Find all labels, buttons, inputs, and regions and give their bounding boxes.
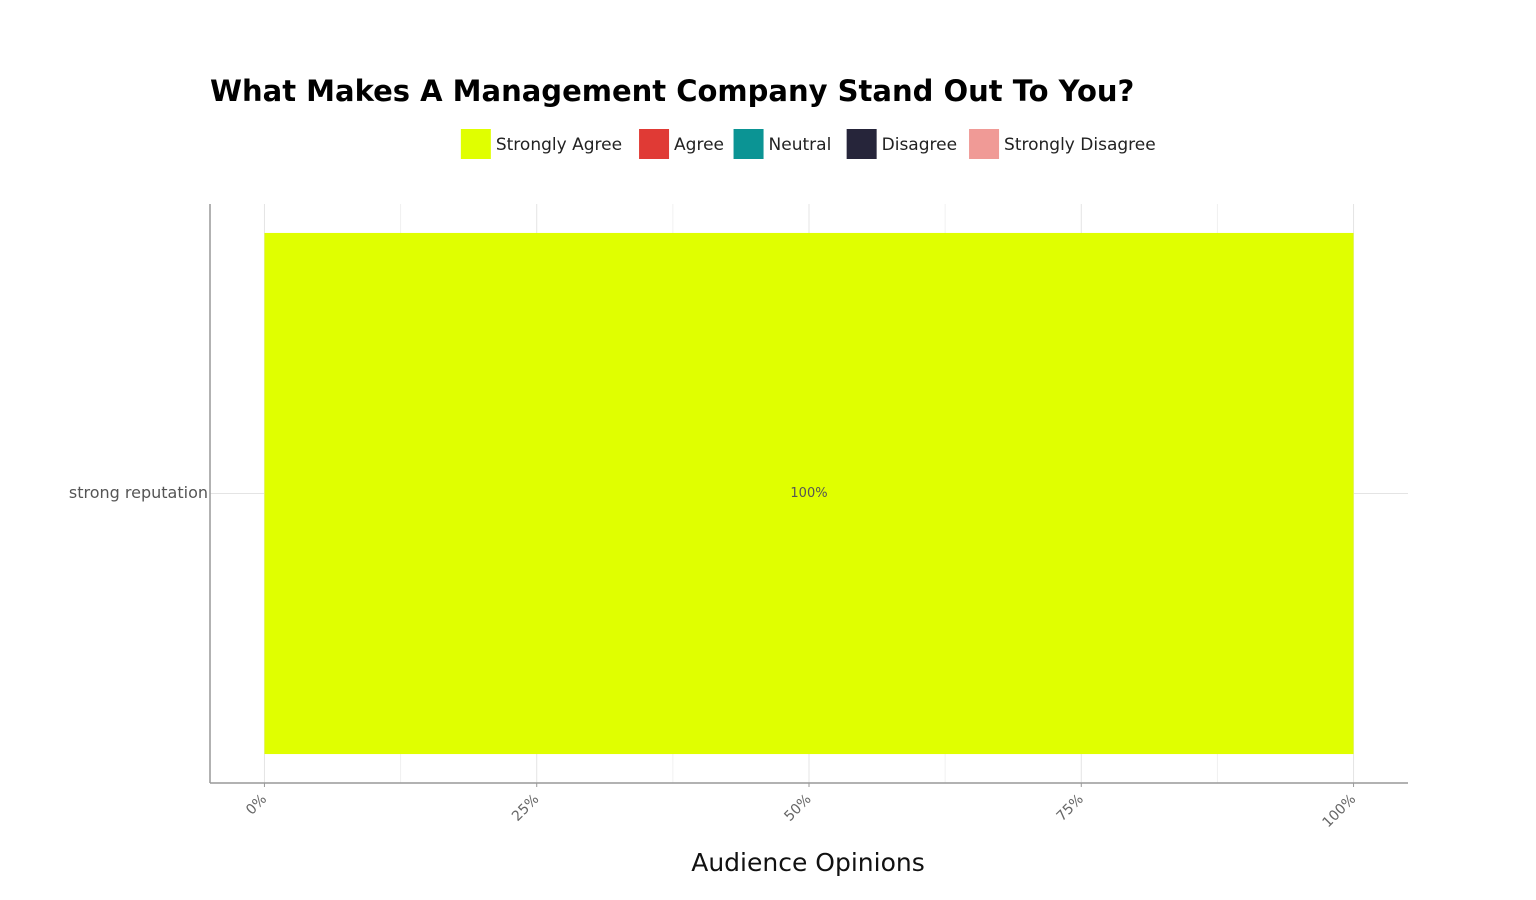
- legend-swatch: [733, 129, 764, 159]
- chart-title: What Makes A Management Company Stand Ou…: [210, 74, 1134, 108]
- bar-segment: [264, 232, 1354, 755]
- x-tick-label: 50%: [781, 791, 814, 824]
- legend-label: Strongly Agree: [496, 135, 622, 155]
- legend-label: Strongly Disagree: [1004, 135, 1156, 155]
- x-axis-title: Audience Opinions: [691, 848, 925, 877]
- y-tick-label: strong reputation: [69, 483, 208, 502]
- legend-label: Agree: [674, 135, 724, 155]
- legend-swatch: [846, 129, 877, 159]
- x-tick-label: 25%: [509, 791, 542, 824]
- x-tick-label: 75%: [1054, 791, 1087, 824]
- data-label: 100%: [790, 486, 827, 501]
- legend-label: Neutral: [769, 135, 832, 155]
- legend-swatch: [460, 129, 491, 159]
- legend-swatch: [639, 129, 670, 159]
- x-tick-label: 100%: [1320, 791, 1360, 831]
- legend-swatch: [969, 129, 1000, 159]
- x-tick-label: 0%: [243, 791, 270, 818]
- legend-label: Disagree: [882, 135, 957, 155]
